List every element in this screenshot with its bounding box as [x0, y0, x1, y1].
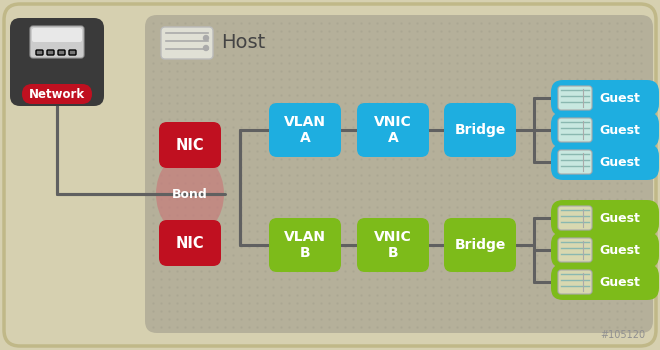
Text: Guest: Guest: [599, 124, 640, 136]
FancyBboxPatch shape: [558, 118, 592, 142]
Text: Guest: Guest: [599, 244, 640, 257]
FancyBboxPatch shape: [161, 27, 213, 59]
FancyBboxPatch shape: [558, 86, 592, 110]
Text: NIC: NIC: [176, 236, 205, 251]
FancyBboxPatch shape: [69, 50, 76, 55]
Text: Network: Network: [29, 88, 85, 100]
FancyBboxPatch shape: [36, 50, 43, 55]
FancyBboxPatch shape: [551, 264, 659, 300]
Text: Guest: Guest: [599, 275, 640, 288]
FancyBboxPatch shape: [10, 18, 104, 106]
FancyBboxPatch shape: [4, 4, 656, 346]
FancyBboxPatch shape: [558, 206, 592, 230]
FancyBboxPatch shape: [357, 218, 429, 272]
FancyBboxPatch shape: [558, 270, 592, 294]
Text: Bridge: Bridge: [454, 123, 506, 137]
FancyBboxPatch shape: [444, 103, 516, 157]
FancyBboxPatch shape: [32, 28, 82, 42]
Text: VLAN
A: VLAN A: [284, 115, 326, 145]
Text: Guest: Guest: [599, 91, 640, 105]
FancyBboxPatch shape: [357, 103, 429, 157]
Text: Host: Host: [221, 34, 265, 52]
FancyBboxPatch shape: [159, 220, 221, 266]
FancyBboxPatch shape: [558, 238, 592, 262]
Text: Bridge: Bridge: [454, 238, 506, 252]
FancyBboxPatch shape: [30, 26, 84, 58]
FancyBboxPatch shape: [551, 112, 659, 148]
Text: Guest: Guest: [599, 211, 640, 224]
FancyBboxPatch shape: [145, 15, 653, 333]
Circle shape: [203, 35, 209, 41]
FancyBboxPatch shape: [58, 50, 65, 55]
FancyBboxPatch shape: [22, 84, 92, 104]
Text: VNIC
A: VNIC A: [374, 115, 412, 145]
FancyBboxPatch shape: [558, 150, 592, 174]
FancyBboxPatch shape: [444, 218, 516, 272]
Text: VNIC
B: VNIC B: [374, 230, 412, 260]
Text: Bond: Bond: [172, 188, 208, 201]
Text: VLAN
B: VLAN B: [284, 230, 326, 260]
FancyBboxPatch shape: [551, 232, 659, 268]
Text: Guest: Guest: [599, 155, 640, 168]
FancyBboxPatch shape: [269, 103, 341, 157]
Text: NIC: NIC: [176, 138, 205, 153]
FancyBboxPatch shape: [269, 218, 341, 272]
FancyBboxPatch shape: [47, 50, 54, 55]
FancyBboxPatch shape: [551, 200, 659, 236]
Text: #105120: #105120: [600, 330, 645, 340]
Circle shape: [203, 46, 209, 50]
Ellipse shape: [156, 151, 224, 237]
FancyBboxPatch shape: [551, 80, 659, 116]
FancyBboxPatch shape: [551, 144, 659, 180]
FancyBboxPatch shape: [159, 122, 221, 168]
